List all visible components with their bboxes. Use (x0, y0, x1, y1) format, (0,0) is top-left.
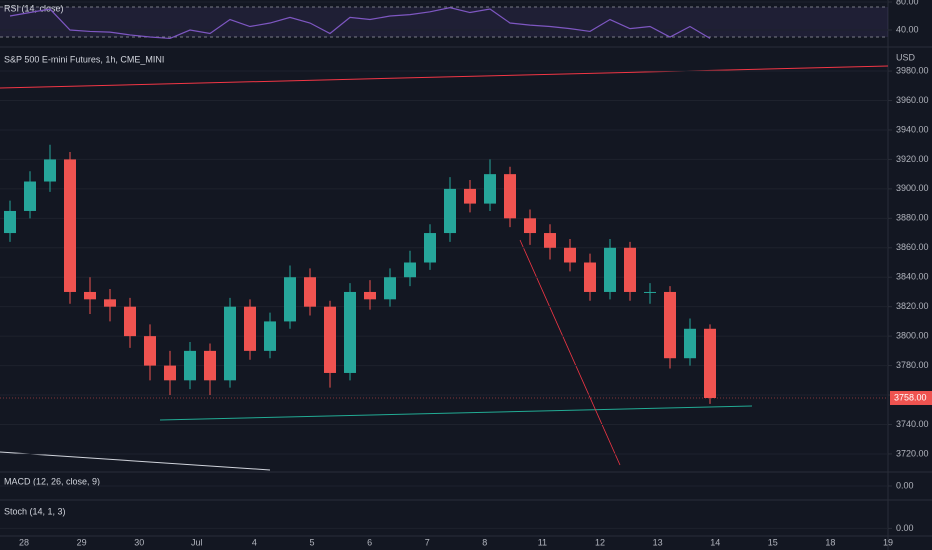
y-tick-label: 3880.00 (896, 213, 929, 223)
trend-line (0, 65, 889, 89)
candle-body (504, 174, 516, 219)
candle-body (104, 299, 116, 307)
candle-body (464, 188, 476, 204)
candle-body (304, 277, 316, 307)
candle-body (424, 233, 436, 263)
y-tick-label: 3860.00 (896, 242, 929, 252)
candle-body (544, 233, 556, 248)
x-tick-label: 4 (252, 537, 257, 547)
y-tick-label: 0.00 (896, 523, 914, 533)
x-tick-label: 28 (19, 537, 29, 547)
candle-body (144, 336, 156, 366)
x-tick-label: 14 (710, 537, 720, 547)
candle-body (264, 321, 276, 351)
x-tick-label: 15 (768, 537, 778, 547)
rsi-band (0, 7, 888, 37)
y-tick-label: 3740.00 (896, 419, 929, 429)
x-tick-label: 8 (482, 537, 487, 547)
y-tick-label: 3920.00 (896, 154, 929, 164)
y-tick-label: 3720.00 (896, 448, 929, 458)
candle-body (444, 188, 456, 234)
candle-body (204, 350, 216, 381)
symbol-legend: S&P 500 E-mini Futures, 1h, CME_MINI (4, 54, 164, 64)
x-tick-label: 11 (538, 537, 547, 547)
y-tick-label: 0.00 (896, 480, 914, 490)
x-tick-label: 6 (367, 537, 372, 547)
candle-body (564, 247, 576, 263)
y-tick-label: 3980.00 (896, 65, 929, 75)
trend-line (159, 405, 753, 421)
x-tick-label: 18 (825, 537, 835, 547)
y-tick-label: 3840.00 (896, 272, 929, 282)
stoch-legend: Stoch (14, 1, 3) (4, 506, 66, 516)
macd-legend: MACD (12, 26, close, 9) (4, 476, 100, 486)
rsi-legend: RSI (14, close) (4, 3, 64, 13)
candle-body (364, 291, 376, 300)
x-tick-label: 12 (595, 537, 605, 547)
y-tick-label: 3800.00 (896, 331, 929, 341)
candle-body (124, 306, 136, 337)
candle-body (164, 365, 176, 381)
last-price-box (890, 390, 932, 405)
candle-body (24, 181, 36, 211)
y-tick-label: 3780.00 (896, 360, 929, 370)
candle-body (644, 291, 656, 293)
candle-body (604, 247, 616, 292)
candle-body (64, 159, 76, 292)
x-tick-label: 29 (77, 537, 87, 547)
candle-body (44, 159, 56, 182)
candle-body (224, 306, 236, 381)
y-tick-label: 3960.00 (896, 95, 929, 105)
candle-body (664, 291, 676, 359)
x-tick-label: Jul (191, 537, 203, 547)
candle-body (704, 328, 716, 398)
x-tick-label: 19 (883, 537, 893, 547)
x-tick-label: 30 (134, 537, 144, 547)
candle-body (404, 262, 416, 278)
candle-body (324, 306, 336, 373)
candle-body (384, 277, 396, 300)
candle-body (624, 247, 636, 292)
last-price-label: 3758.00 (894, 392, 927, 402)
candle-body (524, 218, 536, 234)
candle-body (584, 262, 596, 292)
candle-body (344, 291, 356, 373)
candle-body (284, 277, 296, 322)
y-tick-label: 3940.00 (896, 124, 929, 134)
y-tick-label: 3820.00 (896, 301, 929, 311)
y-tick-label: 3900.00 (896, 183, 929, 193)
candle-body (244, 306, 256, 351)
candle-body (84, 291, 96, 300)
y-tick-label: 40.00 (896, 24, 919, 34)
x-tick-label: 7 (425, 537, 430, 547)
rsi-line (9, 7, 711, 40)
candle-body (184, 350, 196, 381)
trend-line (0, 451, 271, 471)
y-tick-label: 80.00 (896, 0, 919, 6)
candle-body (684, 328, 696, 359)
x-tick-label: 5 (309, 537, 314, 547)
candle-body (4, 210, 16, 234)
candle-body (484, 174, 496, 204)
currency-label: USD (896, 52, 916, 62)
x-tick-label: 13 (653, 537, 663, 547)
